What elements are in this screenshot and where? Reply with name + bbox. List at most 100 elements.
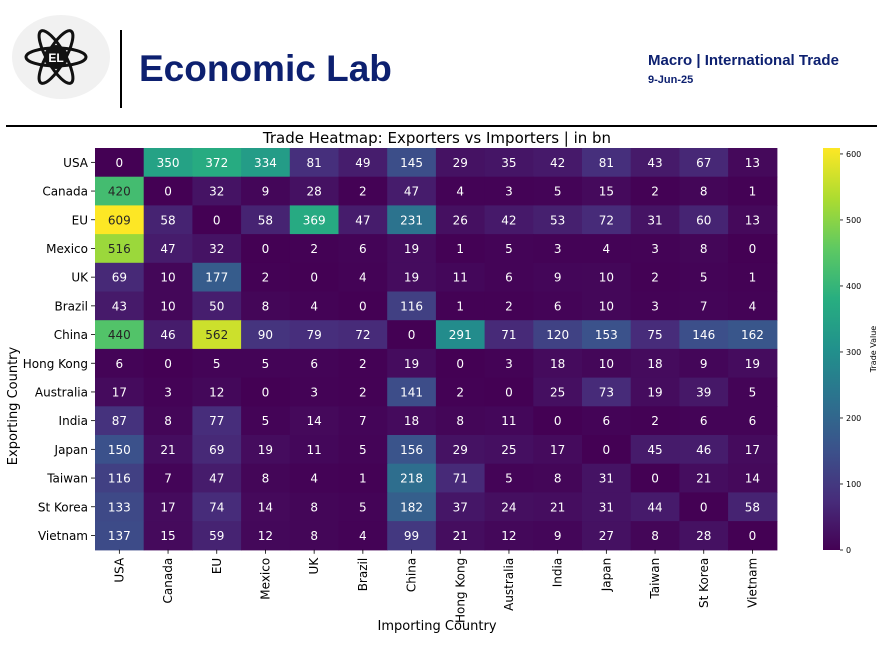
heatmap-cell <box>192 406 242 436</box>
header-rule <box>6 125 877 127</box>
cell-value-label: 372 <box>205 156 228 170</box>
heatmap-cell <box>679 348 729 379</box>
heatmap-cell <box>435 492 486 522</box>
heatmap-cell <box>143 234 193 264</box>
cell-value-label: 21 <box>696 472 711 486</box>
heatmap-cell <box>95 176 145 206</box>
cell-value-label: 25 <box>501 443 516 457</box>
heatmap-cell <box>143 320 193 350</box>
cell-value-label: 42 <box>550 156 565 170</box>
cell-value-label: 13 <box>745 213 760 227</box>
cell-value-label: 10 <box>599 299 614 313</box>
cell-value-label: 5 <box>359 443 367 457</box>
cell-value-label: 69 <box>112 271 127 285</box>
heatmap-cell <box>484 262 534 293</box>
heatmap-cell <box>192 234 242 264</box>
cell-value-label: 67 <box>696 156 711 170</box>
cell-value-label: 77 <box>209 414 224 428</box>
col-label: Vietnam <box>745 558 759 608</box>
cell-value-label: 0 <box>116 156 124 170</box>
cell-value-label: 13 <box>745 156 760 170</box>
heatmap-cell <box>95 492 145 522</box>
heatmap-cell <box>95 463 145 493</box>
heatmap-cell <box>533 262 583 293</box>
heatmap-cell <box>289 291 340 321</box>
heatmap-cell <box>582 320 632 350</box>
colorbar-tick-label: 500 <box>846 216 861 225</box>
cell-value-label: 0 <box>213 213 221 227</box>
cell-value-label: 32 <box>209 242 224 256</box>
cell-value-label: 182 <box>400 500 423 514</box>
cell-value-label: 8 <box>164 414 172 428</box>
cell-value-label: 44 <box>647 500 662 514</box>
heatmap-cell <box>192 148 242 178</box>
cell-value-label: 3 <box>554 242 562 256</box>
heatmap-cell <box>533 234 583 264</box>
heatmap-cell <box>289 521 340 551</box>
cell-value-label: 420 <box>108 185 131 199</box>
cell-value-label: 10 <box>599 271 614 285</box>
heatmap-cell <box>435 348 486 379</box>
cell-value-label: 81 <box>599 156 614 170</box>
cell-value-label: 334 <box>254 156 277 170</box>
col-label: Canada <box>161 558 175 604</box>
heatmap-cell <box>435 234 486 264</box>
cell-value-label: 0 <box>456 357 464 371</box>
heatmap-cell <box>728 148 778 178</box>
cell-value-label: 0 <box>164 185 172 199</box>
cell-value-label: 6 <box>603 414 611 428</box>
heatmap-cell <box>338 205 388 235</box>
heatmap-cell <box>582 492 632 522</box>
row-label: Japan <box>54 443 88 457</box>
cell-value-label: 74 <box>209 500 224 514</box>
heatmap-cell <box>241 521 291 551</box>
cell-value-label: 9 <box>700 357 708 371</box>
cell-value-label: 0 <box>505 385 513 399</box>
cell-value-label: 2 <box>359 385 367 399</box>
cell-value-label: 47 <box>160 242 175 256</box>
cell-value-label: 81 <box>307 156 322 170</box>
heatmap-cell <box>95 320 145 350</box>
section-label: Macro | International Trade <box>648 52 839 69</box>
logo: EL <box>12 15 110 99</box>
cell-value-label: 47 <box>355 213 370 227</box>
colorbar-label: Trade Value <box>869 326 878 373</box>
row-labels: USA Canada EU Mexico UK Brazil China Hong Kong A… <box>23 156 95 543</box>
heatmap-cell <box>679 148 729 178</box>
cell-value-label: 2 <box>359 185 367 199</box>
heatmap-cell <box>630 291 680 321</box>
heatmap-cell <box>679 463 729 493</box>
cell-value-label: 2 <box>651 185 659 199</box>
cell-value-label: 3 <box>310 385 318 399</box>
heatmap-cell <box>728 492 778 522</box>
cell-value-label: 28 <box>696 529 711 543</box>
heatmap-cell <box>728 234 778 264</box>
cell-value-label: 4 <box>310 299 318 313</box>
cell-value-label: 59 <box>209 529 224 543</box>
heatmap-cell <box>387 148 437 178</box>
heatmap-cell <box>143 377 193 407</box>
heatmap-cell <box>338 492 388 522</box>
heatmap-cell <box>679 320 729 350</box>
heatmap-cell <box>484 521 534 551</box>
cell-value-label: 0 <box>603 443 611 457</box>
cell-value-label: 8 <box>700 185 708 199</box>
heatmap-cell <box>484 148 534 178</box>
cell-value-label: 21 <box>160 443 175 457</box>
cell-value-label: 58 <box>160 213 175 227</box>
cell-value-label: 71 <box>453 472 468 486</box>
header-divider <box>120 30 122 108</box>
heatmap-cell <box>484 406 534 436</box>
heatmap-cell <box>143 406 193 436</box>
heatmap-cell <box>533 492 583 522</box>
cell-value-label: 17 <box>745 443 760 457</box>
cell-value-label: 58 <box>745 500 760 514</box>
cell-value-label: 8 <box>262 299 270 313</box>
cell-value-label: 50 <box>209 299 224 313</box>
cell-value-label: 75 <box>647 328 662 342</box>
col-label: EU <box>210 558 224 574</box>
cell-value-label: 11 <box>307 443 322 457</box>
cell-value-label: 0 <box>749 242 757 256</box>
heatmap-cell <box>192 492 242 522</box>
row-label: Canada <box>42 185 88 199</box>
